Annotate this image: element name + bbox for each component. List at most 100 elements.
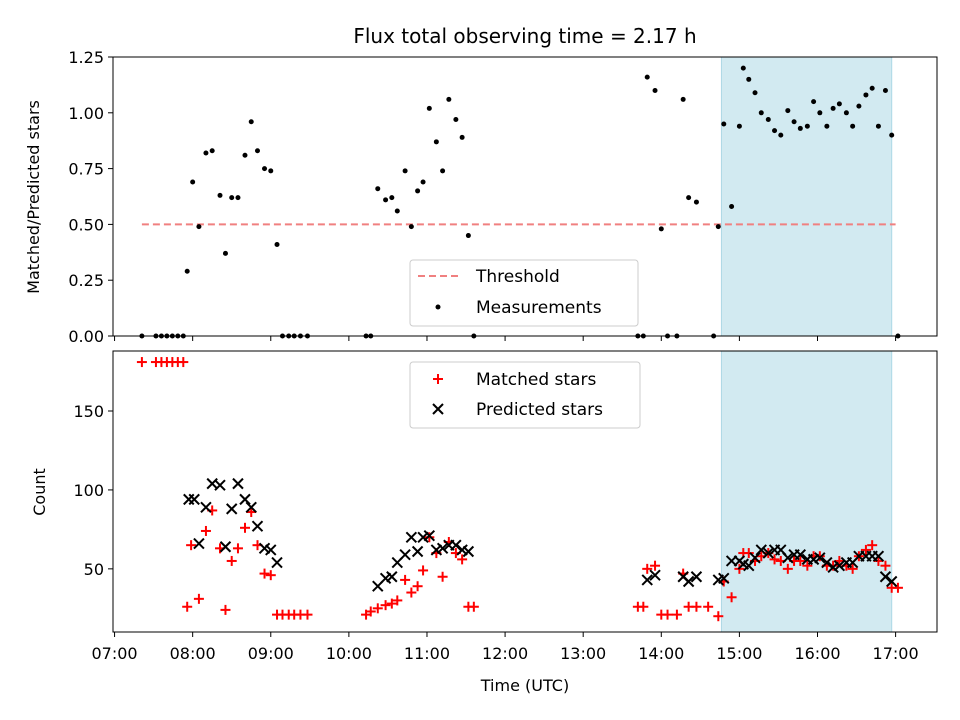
x-tick-label: 07:00 [92,644,138,663]
measurement-point [746,76,752,82]
legend-matched-label: Matched stars [476,370,596,390]
measurement-point [415,188,421,194]
predicted-star-point [436,542,449,555]
measurement-point [274,241,280,247]
highlight-band [720,56,893,337]
matched-star-point [136,357,147,368]
predicted-star-point [749,552,761,564]
predicted-star-point [885,575,898,588]
matched-star-point [457,554,468,565]
x-tick-label: 08:00 [170,644,216,663]
matched-star-point [847,563,858,574]
x-tick-label: 13:00 [560,644,606,663]
measurement-point [433,139,439,145]
measurement-point [693,199,699,205]
bottom-legend: Matched stars Predicted stars [409,361,641,429]
predicted-star-point [833,559,846,572]
measurement-point [209,148,215,154]
measurement-point [863,92,869,98]
matched-stars-points [136,357,903,622]
predicted-star-point [718,572,730,585]
measurement-point [420,179,426,185]
top-y-axis-label: Matched/Predicted stars [24,100,43,294]
y-tick-label: 100 [73,481,104,500]
highlight-band-top [720,56,893,337]
bottom-x-ticks: 07:00 08:00 09:00 10:00 11:00 12:00 13:00 14:00… [92,632,919,663]
measurement-point [836,101,842,107]
measurement-point [686,195,692,201]
y-tick-label: 0.25 [68,271,104,290]
predicted-star-point [405,531,418,543]
measurement-point [217,192,223,198]
top-axes-frame [112,56,938,337]
legend-predicted-swatch [432,403,444,415]
legend-matched-swatch [433,374,443,384]
legend-threshold-label: Threshold [475,267,560,287]
predicted-star-point [794,548,807,561]
measurement-point [856,103,862,109]
measurement-point [453,116,459,122]
matched-star-point [182,601,193,612]
measurement-point [797,125,803,131]
y-tick-label: 1.00 [68,104,104,123]
measurement-point [680,96,686,102]
measurement-point [740,65,746,71]
measurement-point [426,105,432,111]
measurement-point [644,74,650,80]
predicted-star-point [423,529,436,542]
matched-star-point [468,601,479,612]
matched-star-point [726,592,737,603]
measurement-point [772,128,778,134]
matched-star-point [400,574,411,585]
measurement-point [785,108,791,114]
highlight-band [720,350,893,633]
matched-star-point [437,571,448,582]
legend-measurements-label: Measurements [476,298,602,318]
matched-star-point [782,563,793,574]
matched-star-point [691,601,702,612]
measurement-point [658,226,664,232]
matched-star-point [802,560,813,571]
x-tick-label: 10:00 [326,644,372,663]
measurement-point [715,224,721,230]
matched-star-point [265,570,276,581]
predicted-star-point [450,539,462,551]
predicted-star-point [649,569,661,581]
measurement-point [222,250,228,256]
matched-star-point [178,357,189,368]
matched-star-point [239,522,250,533]
bottom-y-axis-label: Count [30,468,49,516]
legend-measurements-swatch [435,304,441,310]
measurement-point [196,224,202,230]
top-y-ticks: 0.00 0.25 0.50 0.75 1.00 1.25 [68,48,113,346]
measurement-point [652,87,658,93]
measurement-point [765,116,771,122]
predicted-star-point [239,493,251,506]
matched-star-point [406,587,417,598]
measurement-point [394,208,400,214]
measurement-point [229,195,235,201]
matched-star-point [424,532,435,543]
measurement-point [843,110,849,116]
predicted-star-point [188,493,200,506]
measurement-point [791,119,797,125]
matched-star-point [867,540,878,551]
bottom-axes-frame [112,350,938,633]
measurement-point [268,168,274,174]
x-tick-label: 14:00 [638,644,684,663]
predicted-star-point [782,552,794,564]
matched-star-point [186,540,197,551]
measurement-point [817,110,823,116]
predicted-star-point [743,559,755,572]
measurement-point [389,195,395,201]
x-tick-label: 17:00 [873,644,919,663]
predicted-star-point [872,550,885,562]
predicted-star-point [682,575,695,588]
matched-star-point [713,611,724,622]
matched-star-point [892,582,903,593]
matched-star-point [743,548,754,559]
measurement-point [242,152,248,158]
predicted-star-point [755,544,767,556]
predicted-star-point [200,501,212,513]
chart-title: Flux total observing time = 2.17 h [353,24,696,48]
